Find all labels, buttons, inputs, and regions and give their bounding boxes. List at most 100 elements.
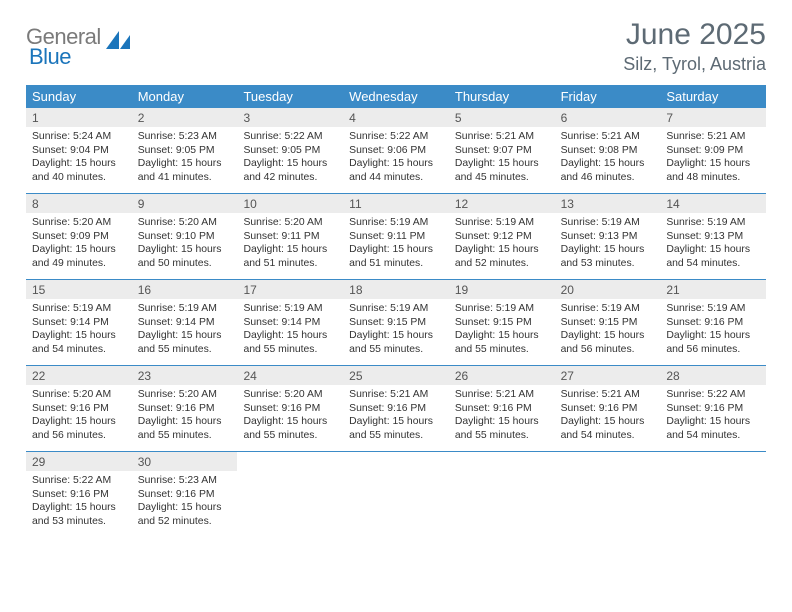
day-cell: 27Sunrise: 5:21 AMSunset: 9:16 PMDayligh… <box>555 366 661 451</box>
day-cell: 18Sunrise: 5:19 AMSunset: 9:15 PMDayligh… <box>343 280 449 365</box>
day-cell: 14Sunrise: 5:19 AMSunset: 9:13 PMDayligh… <box>660 194 766 279</box>
day-details: Sunrise: 5:19 AMSunset: 9:13 PMDaylight:… <box>660 213 766 275</box>
day-cell: 23Sunrise: 5:20 AMSunset: 9:16 PMDayligh… <box>132 366 238 451</box>
day-number: 10 <box>237 194 343 213</box>
sunrise-line: Sunrise: 5:19 AM <box>561 216 655 230</box>
day-details: Sunrise: 5:19 AMSunset: 9:15 PMDaylight:… <box>555 299 661 361</box>
day-details: Sunrise: 5:20 AMSunset: 9:16 PMDaylight:… <box>26 385 132 447</box>
sunrise-line: Sunrise: 5:22 AM <box>666 388 760 402</box>
day-details: Sunrise: 5:21 AMSunset: 9:16 PMDaylight:… <box>555 385 661 447</box>
sunset-line: Sunset: 9:11 PM <box>243 230 337 244</box>
sunset-line: Sunset: 9:08 PM <box>561 144 655 158</box>
page-header: General June 2025 Silz, Tyrol, Austria <box>26 18 766 75</box>
sunset-line: Sunset: 9:12 PM <box>455 230 549 244</box>
daylight-line: Daylight: 15 hours and 55 minutes. <box>349 329 443 356</box>
dow-cell: Friday <box>555 85 661 108</box>
week-row: 22Sunrise: 5:20 AMSunset: 9:16 PMDayligh… <box>26 366 766 452</box>
day-details: Sunrise: 5:21 AMSunset: 9:16 PMDaylight:… <box>449 385 555 447</box>
day-details: Sunrise: 5:19 AMSunset: 9:13 PMDaylight:… <box>555 213 661 275</box>
daylight-line: Daylight: 15 hours and 55 minutes. <box>243 415 337 442</box>
sunrise-line: Sunrise: 5:22 AM <box>243 130 337 144</box>
day-details: Sunrise: 5:20 AMSunset: 9:16 PMDaylight:… <box>237 385 343 447</box>
sunset-line: Sunset: 9:04 PM <box>32 144 126 158</box>
day-number: 14 <box>660 194 766 213</box>
sunrise-line: Sunrise: 5:19 AM <box>243 302 337 316</box>
day-details: Sunrise: 5:20 AMSunset: 9:16 PMDaylight:… <box>132 385 238 447</box>
day-number: 18 <box>343 280 449 299</box>
day-number: 22 <box>26 366 132 385</box>
day-cell: 19Sunrise: 5:19 AMSunset: 9:15 PMDayligh… <box>449 280 555 365</box>
day-details: Sunrise: 5:21 AMSunset: 9:08 PMDaylight:… <box>555 127 661 189</box>
day-cell: 13Sunrise: 5:19 AMSunset: 9:13 PMDayligh… <box>555 194 661 279</box>
sunrise-line: Sunrise: 5:22 AM <box>32 474 126 488</box>
empty-day-cell <box>660 452 766 537</box>
daylight-line: Daylight: 15 hours and 55 minutes. <box>349 415 443 442</box>
sunset-line: Sunset: 9:11 PM <box>349 230 443 244</box>
day-details: Sunrise: 5:19 AMSunset: 9:16 PMDaylight:… <box>660 299 766 361</box>
day-cell: 10Sunrise: 5:20 AMSunset: 9:11 PMDayligh… <box>237 194 343 279</box>
sunrise-line: Sunrise: 5:19 AM <box>32 302 126 316</box>
day-cell: 22Sunrise: 5:20 AMSunset: 9:16 PMDayligh… <box>26 366 132 451</box>
sunrise-line: Sunrise: 5:19 AM <box>666 216 760 230</box>
day-details: Sunrise: 5:19 AMSunset: 9:11 PMDaylight:… <box>343 213 449 275</box>
daylight-line: Daylight: 15 hours and 53 minutes. <box>561 243 655 270</box>
daylight-line: Daylight: 15 hours and 55 minutes. <box>455 329 549 356</box>
daylight-line: Daylight: 15 hours and 49 minutes. <box>32 243 126 270</box>
day-cell: 11Sunrise: 5:19 AMSunset: 9:11 PMDayligh… <box>343 194 449 279</box>
daylight-line: Daylight: 15 hours and 54 minutes. <box>666 243 760 270</box>
day-number: 13 <box>555 194 661 213</box>
day-cell: 24Sunrise: 5:20 AMSunset: 9:16 PMDayligh… <box>237 366 343 451</box>
daylight-line: Daylight: 15 hours and 55 minutes. <box>138 415 232 442</box>
day-number: 11 <box>343 194 449 213</box>
day-cell: 16Sunrise: 5:19 AMSunset: 9:14 PMDayligh… <box>132 280 238 365</box>
sunset-line: Sunset: 9:16 PM <box>349 402 443 416</box>
dow-cell: Thursday <box>449 85 555 108</box>
day-number: 7 <box>660 108 766 127</box>
dow-cell: Wednesday <box>343 85 449 108</box>
daylight-line: Daylight: 15 hours and 55 minutes. <box>138 329 232 356</box>
day-details: Sunrise: 5:22 AMSunset: 9:16 PMDaylight:… <box>26 471 132 533</box>
calendar-grid: SundayMondayTuesdayWednesdayThursdayFrid… <box>26 85 766 537</box>
day-details: Sunrise: 5:22 AMSunset: 9:16 PMDaylight:… <box>660 385 766 447</box>
sunset-line: Sunset: 9:13 PM <box>561 230 655 244</box>
day-number: 19 <box>449 280 555 299</box>
daylight-line: Daylight: 15 hours and 40 minutes. <box>32 157 126 184</box>
sunrise-line: Sunrise: 5:19 AM <box>349 302 443 316</box>
sunset-line: Sunset: 9:14 PM <box>32 316 126 330</box>
daylight-line: Daylight: 15 hours and 46 minutes. <box>561 157 655 184</box>
dow-cell: Sunday <box>26 85 132 108</box>
sunset-line: Sunset: 9:16 PM <box>455 402 549 416</box>
day-cell: 2Sunrise: 5:23 AMSunset: 9:05 PMDaylight… <box>132 108 238 193</box>
empty-day-cell <box>237 452 343 537</box>
day-details: Sunrise: 5:20 AMSunset: 9:09 PMDaylight:… <box>26 213 132 275</box>
day-number: 12 <box>449 194 555 213</box>
sunrise-line: Sunrise: 5:21 AM <box>455 388 549 402</box>
sunset-line: Sunset: 9:16 PM <box>32 402 126 416</box>
day-cell: 17Sunrise: 5:19 AMSunset: 9:14 PMDayligh… <box>237 280 343 365</box>
sunset-line: Sunset: 9:16 PM <box>243 402 337 416</box>
day-number: 4 <box>343 108 449 127</box>
day-details: Sunrise: 5:23 AMSunset: 9:05 PMDaylight:… <box>132 127 238 189</box>
logo-sail-icon <box>106 31 132 56</box>
day-number: 24 <box>237 366 343 385</box>
day-details: Sunrise: 5:21 AMSunset: 9:16 PMDaylight:… <box>343 385 449 447</box>
brand-blue-wrap: Blue <box>29 44 71 70</box>
day-number: 6 <box>555 108 661 127</box>
sunrise-line: Sunrise: 5:20 AM <box>138 216 232 230</box>
daylight-line: Daylight: 15 hours and 55 minutes. <box>243 329 337 356</box>
day-cell: 12Sunrise: 5:19 AMSunset: 9:12 PMDayligh… <box>449 194 555 279</box>
sunset-line: Sunset: 9:16 PM <box>138 488 232 502</box>
sunset-line: Sunset: 9:15 PM <box>561 316 655 330</box>
sunset-line: Sunset: 9:16 PM <box>32 488 126 502</box>
sunset-line: Sunset: 9:14 PM <box>243 316 337 330</box>
sunset-line: Sunset: 9:16 PM <box>561 402 655 416</box>
daylight-line: Daylight: 15 hours and 44 minutes. <box>349 157 443 184</box>
sunrise-line: Sunrise: 5:20 AM <box>32 388 126 402</box>
daylight-line: Daylight: 15 hours and 45 minutes. <box>455 157 549 184</box>
dow-cell: Monday <box>132 85 238 108</box>
dow-header-row: SundayMondayTuesdayWednesdayThursdayFrid… <box>26 85 766 108</box>
empty-day-cell <box>555 452 661 537</box>
sunset-line: Sunset: 9:16 PM <box>666 316 760 330</box>
day-number: 8 <box>26 194 132 213</box>
day-details: Sunrise: 5:21 AMSunset: 9:07 PMDaylight:… <box>449 127 555 189</box>
